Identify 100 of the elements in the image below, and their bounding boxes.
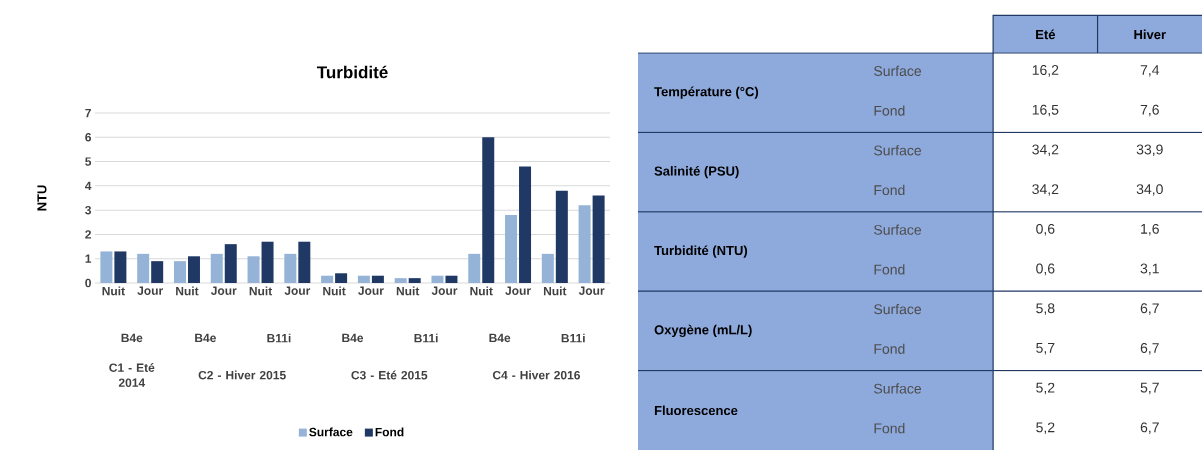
text: 6,7 — [1140, 303, 1159, 315]
chart-title: Turbidité — [316, 65, 388, 79]
text: 7,4 — [1140, 65, 1160, 77]
text: B11i — [414, 333, 438, 343]
text: 3,1 — [1140, 263, 1159, 276]
x-tick-label: Nuit — [470, 286, 493, 296]
text: 5,2 — [1036, 422, 1055, 434]
text: 5,2 — [1036, 382, 1055, 395]
text: B4e — [342, 333, 364, 343]
text: 33,9 — [1136, 144, 1163, 157]
y-tick-label: 5 — [85, 157, 92, 166]
bar — [335, 273, 348, 283]
category-label: Eté — [1036, 29, 1056, 40]
category-label: Surface — [874, 224, 922, 235]
bar — [408, 278, 421, 283]
bar — [321, 275, 334, 283]
category-label: Surface — [874, 303, 922, 315]
text: 16,5 — [1032, 104, 1059, 117]
category-label: Fluorescence — [654, 405, 738, 416]
text: B4e — [195, 333, 216, 343]
category-label: Salinité (PSU) — [654, 165, 739, 179]
text: 5,7 — [1140, 382, 1159, 395]
text: 1,6 — [1141, 223, 1159, 236]
x-tick-label: Jour — [578, 286, 605, 295]
bar — [592, 195, 605, 283]
text: 7,6 — [1140, 104, 1159, 117]
bar — [578, 205, 591, 283]
text: 5,7 — [1036, 343, 1055, 355]
text: 0,6 — [1036, 223, 1055, 236]
bar — [284, 253, 297, 283]
category-label: Fond — [874, 184, 905, 196]
category-label: Surface — [874, 383, 922, 394]
bar — [114, 251, 127, 283]
text: C4 - Hiver 2016 — [492, 370, 580, 380]
text: C3 - Eté 2015 — [351, 370, 428, 380]
x-tick-label: Jour — [358, 286, 384, 295]
bar — [224, 244, 237, 283]
category-label: Hiver — [1134, 29, 1166, 40]
bar — [555, 190, 568, 283]
x-tick-label: Nuit — [323, 286, 346, 296]
text: C2 - Hiver 2015 — [198, 370, 286, 380]
y-axis-title: NTU — [37, 185, 47, 211]
text: 34,0 — [1136, 184, 1163, 196]
text: 0,6 — [1036, 263, 1055, 276]
x-tick-label: Nuit — [176, 286, 199, 296]
bar — [445, 275, 458, 283]
category-label: Surface — [874, 145, 922, 156]
category-label: Fond — [874, 423, 905, 434]
y-tick-label: 2 — [85, 230, 91, 239]
bar — [394, 278, 407, 283]
bar — [519, 166, 532, 283]
text: B11i — [267, 333, 291, 343]
text: 34,2 — [1032, 184, 1059, 196]
bar — [210, 253, 223, 283]
text: 5,8 — [1036, 303, 1055, 315]
bar — [261, 241, 274, 283]
bar — [298, 241, 311, 283]
bar — [505, 215, 518, 283]
bar — [357, 275, 370, 283]
y-tick-label: 0 — [85, 278, 91, 288]
text: 6,7 — [1140, 422, 1159, 434]
x-tick-label: Nuit — [396, 286, 420, 296]
x-tick-label: Jour — [431, 286, 458, 295]
text: B4e — [489, 333, 511, 343]
bar — [247, 256, 260, 283]
bar — [187, 256, 200, 283]
x-tick-label: Nuit — [102, 286, 125, 296]
y-tick-label: 7 — [85, 108, 91, 118]
bar — [371, 275, 384, 283]
category-label: Fond — [874, 264, 905, 275]
bar — [100, 251, 113, 283]
text: 6,7 — [1140, 342, 1159, 355]
text: B11i — [561, 333, 585, 343]
bar — [173, 261, 186, 283]
legend-label: Fond — [375, 427, 404, 437]
bar — [468, 253, 481, 283]
bar — [431, 275, 444, 283]
y-tick-label: 1 — [85, 254, 92, 263]
category-label: Oxygène (mL/L) — [654, 324, 752, 338]
x-tick-label: Nuit — [543, 286, 567, 296]
y-tick-label: 3 — [85, 205, 92, 215]
bar — [541, 253, 554, 283]
text: C1 - Eté 2014 — [109, 363, 155, 387]
y-tick-label: 6 — [85, 133, 92, 142]
text: B4e — [121, 333, 143, 343]
category-label: Fond — [874, 343, 905, 354]
category-label: Fond — [874, 105, 905, 116]
x-tick-label: Jour — [284, 286, 311, 295]
bar — [137, 253, 150, 283]
x-tick-label: Jour — [137, 286, 163, 295]
text: 16,2 — [1032, 65, 1059, 77]
bar — [482, 137, 495, 283]
legend-label: Surface — [309, 427, 353, 437]
text: 34,2 — [1032, 144, 1059, 157]
category-label: Température (°C) — [654, 86, 759, 99]
category-label: Turbidité (NTU) — [654, 245, 748, 258]
x-tick-label: Nuit — [249, 286, 273, 296]
y-tick-label: 4 — [84, 181, 92, 190]
bar — [151, 261, 164, 283]
x-tick-label: Jour — [505, 286, 531, 295]
